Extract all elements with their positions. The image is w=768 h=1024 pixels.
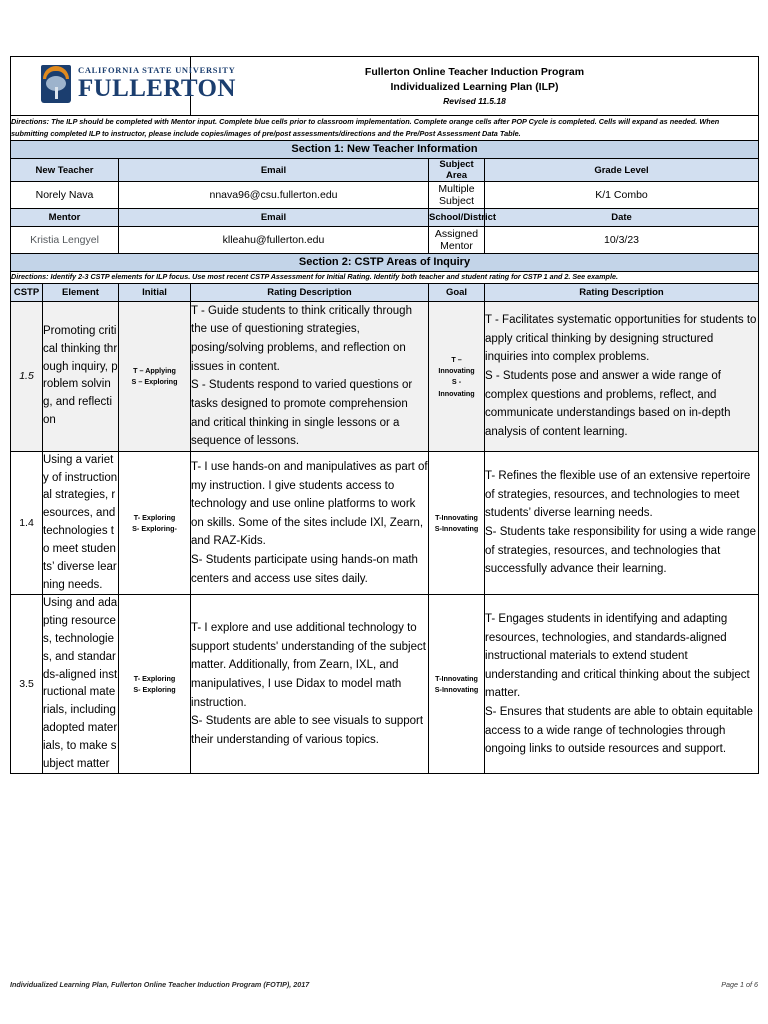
cell-initial-description[interactable]: T- I explore and use additional technolo… <box>190 594 430 775</box>
header-initial: Initial <box>117 282 192 302</box>
cell-initial-rating[interactable]: T- Exploring S- Exploring <box>117 594 192 775</box>
header-cstp: CSTP <box>10 282 43 302</box>
value-teacher-email[interactable]: nnava96@csu.fullerton.edu <box>117 181 430 210</box>
csuf-logo: CALIFORNIA STATE UNIVERSITY FULLERTON <box>11 64 236 103</box>
cell-element[interactable]: Promoting critical thinking through inqu… <box>42 300 119 452</box>
section2-header-row: CSTP Element Initial Rating Description … <box>10 282 760 302</box>
header-school-district: School/District <box>428 208 496 228</box>
footer-left-text: Individualized Learning Plan, Fullerton … <box>10 980 310 989</box>
value-subject-area[interactable]: Multiple Subject <box>428 181 486 210</box>
csuf-logo-cell: CALIFORNIA STATE UNIVERSITY FULLERTON <box>9 56 235 116</box>
fullerton-wordmark: FULLERTON <box>78 74 236 102</box>
header-mentor: Mentor <box>10 208 119 228</box>
cell-initial-rating[interactable]: T – Applying S – Exploring <box>117 300 192 452</box>
cell-goal-rating[interactable]: T-Innovating S-Innovating <box>428 450 486 596</box>
header-goal-rating-description: Rating Description <box>484 282 760 302</box>
header-goal: Goal <box>428 282 486 302</box>
header-mentor-email: Email <box>117 208 430 228</box>
value-school-district[interactable]: Assigned Mentor <box>428 226 486 255</box>
section2-directions: Directions: Identify 2-3 CSTP elements f… <box>9 271 760 284</box>
tree-icon <box>46 75 66 100</box>
cell-cstp[interactable]: 1.4 <box>10 450 43 596</box>
value-new-teacher[interactable]: Norely Nava <box>10 181 119 210</box>
cell-initial-description[interactable]: T - Guide students to think critically t… <box>190 300 430 452</box>
document-title: Individualized Learning Plan (ILP) <box>390 80 559 93</box>
header-grade-level: Grade Level <box>484 158 760 183</box>
cell-element[interactable]: Using a variety of instructional strateg… <box>42 450 119 596</box>
shield-arch <box>43 65 69 80</box>
cell-initial-description[interactable]: T- I use hands-on and manipulatives as p… <box>190 450 430 596</box>
university-line: CALIFORNIA STATE UNIVERSITY <box>78 65 236 76</box>
shield-icon <box>41 64 71 103</box>
cell-goal-rating[interactable]: T – Innovating S - Innovating <box>428 300 486 452</box>
header-initial-rating-description: Rating Description <box>190 282 430 302</box>
cell-element[interactable]: Using and adapting resources, technologi… <box>42 594 119 775</box>
document-title-cell: Fullerton Online Teacher Induction Progr… <box>190 56 760 116</box>
section2-directions-row: Directions: Identify 2-3 CSTP elements f… <box>9 271 760 284</box>
table-row: 3.5 Using and adapting resources, techno… <box>10 594 760 775</box>
cell-goal-rating[interactable]: T-Innovating S-Innovating <box>428 594 486 775</box>
section1-header-row-1: New Teacher Email Subject Area Grade Lev… <box>10 158 760 183</box>
value-grade-level[interactable]: K/1 Combo <box>484 181 760 210</box>
section2-title: Section 2: CSTP Areas of Inquiry <box>9 253 760 273</box>
masthead-row: CALIFORNIA STATE UNIVERSITY FULLERTON Fu… <box>9 56 760 116</box>
header-teacher-email: Email <box>117 158 430 183</box>
revision-date: Revised 11.5.18 <box>443 96 506 107</box>
cell-goal-description[interactable]: T - Facilitates systematic opportunities… <box>484 300 760 452</box>
tree-trunk <box>54 86 58 99</box>
header-element: Element <box>42 282 119 302</box>
value-date[interactable]: 10/3/23 <box>484 226 760 255</box>
section1-value-row-2: Kristia Lengyel klleahu@fullerton.edu As… <box>10 226 760 255</box>
header-subject-area: Subject Area <box>428 158 486 183</box>
header-new-teacher: New Teacher <box>10 158 119 183</box>
value-mentor-email[interactable]: klleahu@fullerton.edu <box>117 226 430 255</box>
footer-page-number: Page 1 of 6 <box>721 980 758 989</box>
top-directions-row: Directions: The ILP should be completed … <box>9 114 760 142</box>
csuf-wordmark: CALIFORNIA STATE UNIVERSITY FULLERTON <box>78 66 236 101</box>
ilp-table: CALIFORNIA STATE UNIVERSITY FULLERTON Fu… <box>9 56 760 775</box>
cell-cstp[interactable]: 3.5 <box>10 594 43 775</box>
cell-goal-description[interactable]: T- Engages students in identifying and a… <box>484 594 760 775</box>
section1-title: Section 1: New Teacher Information <box>9 140 760 160</box>
table-row: 1.5 Promoting critical thinking through … <box>10 300 760 452</box>
section1-header-row-2: Mentor Email School/District Date <box>10 208 760 228</box>
header-date: Date <box>484 208 760 228</box>
table-row: 1.4 Using a variety of instructional str… <box>10 450 760 596</box>
tree-crown <box>46 75 66 91</box>
cell-goal-description[interactable]: T- Refines the flexible use of an extens… <box>484 450 760 596</box>
section1-title-row: Section 1: New Teacher Information <box>9 140 760 160</box>
top-directions: Directions: The ILP should be completed … <box>9 114 760 142</box>
page-footer: Individualized Learning Plan, Fullerton … <box>10 980 758 989</box>
cell-cstp[interactable]: 1.5 <box>10 300 43 452</box>
section2-title-row: Section 2: CSTP Areas of Inquiry <box>9 253 760 273</box>
program-title: Fullerton Online Teacher Induction Progr… <box>364 65 585 78</box>
value-mentor[interactable]: Kristia Lengyel <box>10 226 119 255</box>
section1-value-row-1: Norely Nava nnava96@csu.fullerton.edu Mu… <box>10 181 760 210</box>
cell-initial-rating[interactable]: T- Exploring S- Exploring- <box>117 450 192 596</box>
